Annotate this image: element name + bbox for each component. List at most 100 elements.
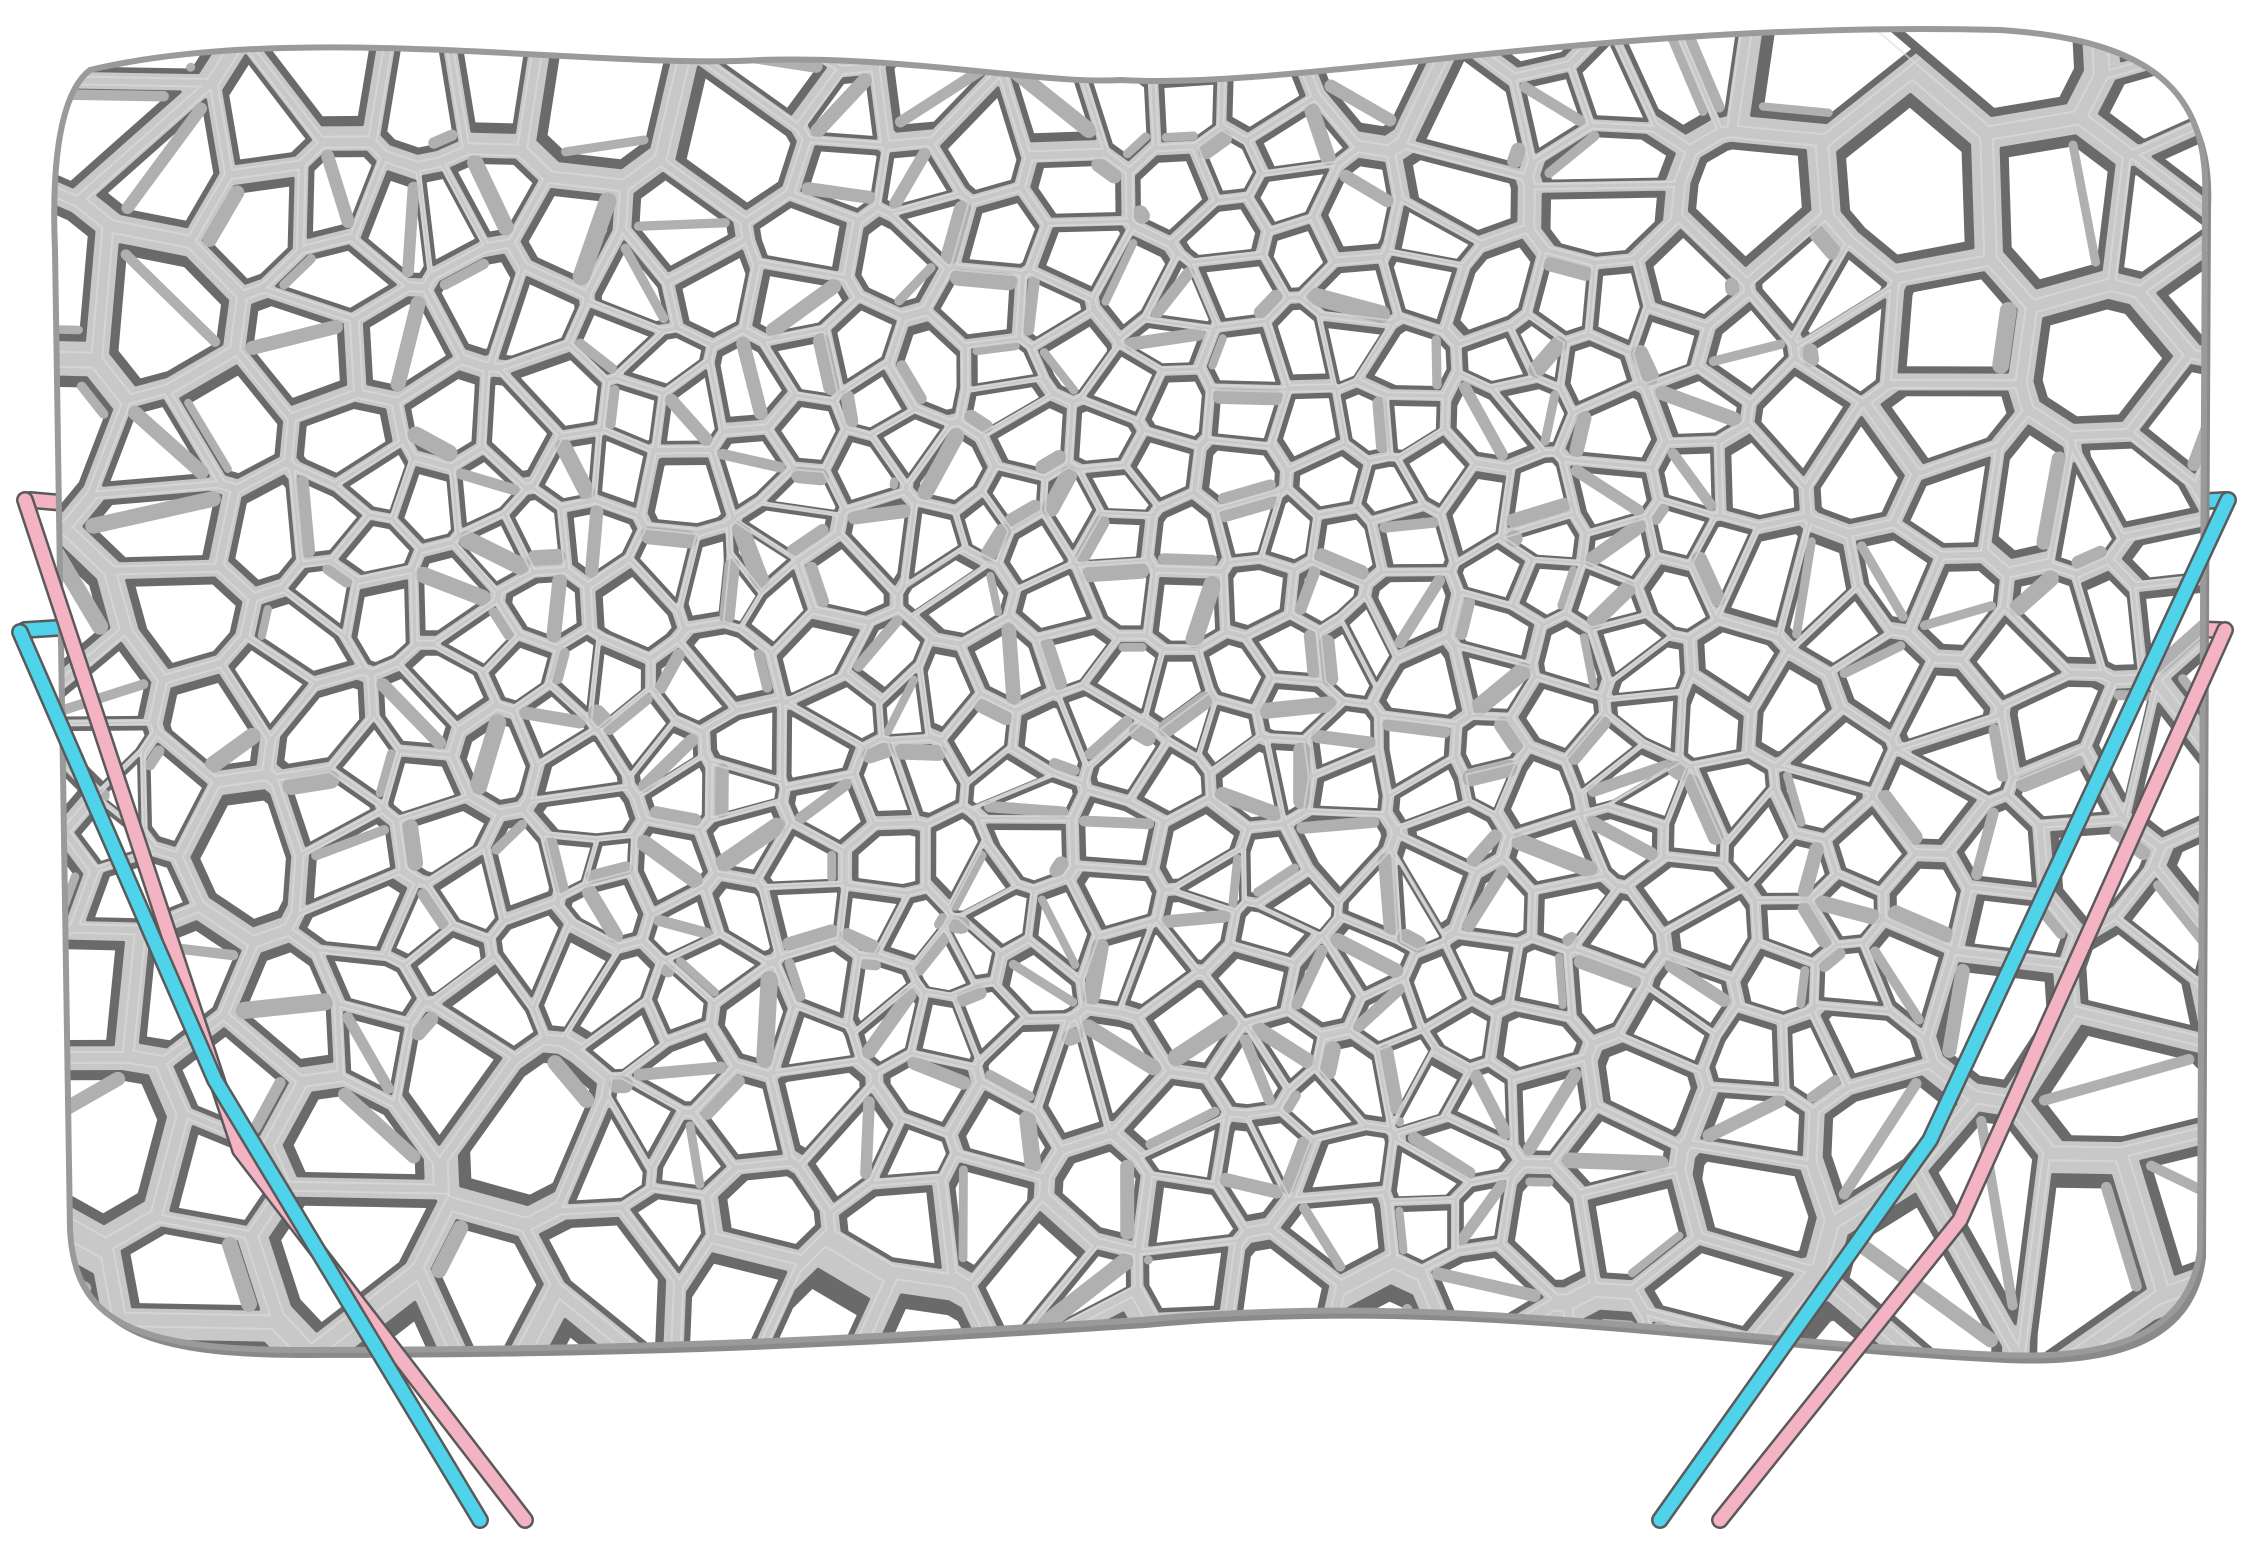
strut-highlight [1647,957,1736,1034]
inner-strut [1394,574,1445,649]
strut-highlight [652,641,735,730]
inner-strut [604,693,653,736]
inner-strut [279,254,316,290]
strut-highlight [633,821,714,913]
lattice-cell-void [782,627,853,693]
strut-highlight [1456,860,1531,942]
lattice-cell-void [1415,1128,1506,1175]
lattice-cell-void [497,825,549,906]
lattice-cell-void [1633,999,1705,1061]
inner-strut [1001,623,1021,705]
inner-strut [456,468,520,496]
strut-highlight [399,363,485,465]
strut-highlight [710,1164,828,1256]
inner-strut [1818,947,1846,973]
strut-highlight [1032,312,1117,400]
lattice-cell-void [1653,238,1733,314]
strut-highlight [983,467,1045,530]
strut-highlight [908,424,993,509]
lattice-cell-void [441,262,511,349]
lattice-cell-void [661,655,723,721]
lattice-cell-void [791,717,850,778]
lattice-cell-void [1062,1152,1136,1234]
strut-highlight [336,443,412,518]
inner-strut [701,1074,745,1120]
lattice-cell-void [1149,1252,1222,1308]
inner-strut [1691,551,1726,607]
lattice-cell-void [638,1199,702,1267]
strut-highlight [1202,322,1287,389]
strut-highlight [880,666,929,739]
strut-highlight [1788,29,2095,128]
inner-strut [985,1069,1035,1102]
strut-highlight [570,302,662,379]
inner-strut [1339,169,1394,208]
strut-highlight [534,432,599,506]
strut-highlight [101,231,238,396]
inner-strut [1084,715,1133,760]
strut-highlight [1592,615,1672,683]
lattice-cell-void [1906,279,2010,367]
lattice-cell-void [1625,29,1704,125]
strut-highlight [1815,943,1890,1011]
strut-highlight [1028,879,1096,980]
strut-highlight [1377,1031,1434,1126]
lattice-cell-void [1320,761,1379,809]
inner-strut [2187,371,2206,471]
strut-highlight [1247,1111,1312,1200]
strut-highlight [1875,750,1986,852]
inner-strut [428,129,458,149]
inner-strut [1540,390,1560,446]
lattice-cell-void [1640,322,1695,378]
inner-strut [467,154,514,236]
lattice-cell-void [597,654,641,721]
strut-highlight [1512,315,1566,387]
inner-strut [585,505,604,578]
strut-highlight [856,740,917,822]
inner-strut [981,523,1011,562]
strut-highlight [492,904,569,1007]
lattice-cell-void [2152,1135,2206,1266]
strut-highlight [500,572,587,647]
strut-highlight [1749,361,1860,485]
lattice-cell-void [200,800,286,919]
strut-highlight [1261,489,1316,568]
lattice-cell-void [470,1063,590,1195]
inner-strut [1197,130,1233,160]
strut-highlight [1150,494,1227,570]
strut-highlight [1158,891,1235,970]
strut-highlight [705,702,782,781]
strut-highlight [595,430,652,514]
strut-highlight [216,43,320,172]
lattice-cell-void [1710,1098,1799,1152]
strut-highlight [111,1221,272,1317]
inner-strut [1291,944,1328,1010]
inner-strut [893,743,947,761]
strut-highlight [1244,826,1306,903]
strut-highlight [1366,572,1457,657]
strut-highlight [1565,712,1644,794]
inner-strut [544,836,569,894]
strut-highlight [960,379,1052,435]
lattice-cell-void [1233,570,1283,625]
strut-highlight [454,708,535,811]
strut-highlight [1665,768,1724,862]
inner-strut [791,467,829,486]
strut-highlight [1504,815,1604,889]
strut-highlight [669,242,755,344]
pink-rail-right-leg [1713,623,2232,1527]
strut-highlight [529,1210,676,1356]
strut-highlight [1919,1102,2045,1350]
lattice-cell-void [1514,1183,1581,1280]
strut-highlight [1390,1200,1455,1268]
inner-strut [1062,1028,1083,1046]
inner-strut [1869,946,1924,1025]
strut-highlight [1217,1115,1288,1229]
inner-strut [415,566,491,606]
strut-highlight [525,788,642,839]
strut-highlight [347,571,414,671]
strut-highlight [1044,466,1100,558]
lattice-cell-void [440,863,495,929]
inner-strut [1919,601,1997,631]
strut-highlight [1531,127,1687,186]
